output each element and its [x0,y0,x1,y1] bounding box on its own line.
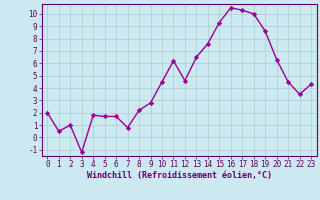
X-axis label: Windchill (Refroidissement éolien,°C): Windchill (Refroidissement éolien,°C) [87,171,272,180]
